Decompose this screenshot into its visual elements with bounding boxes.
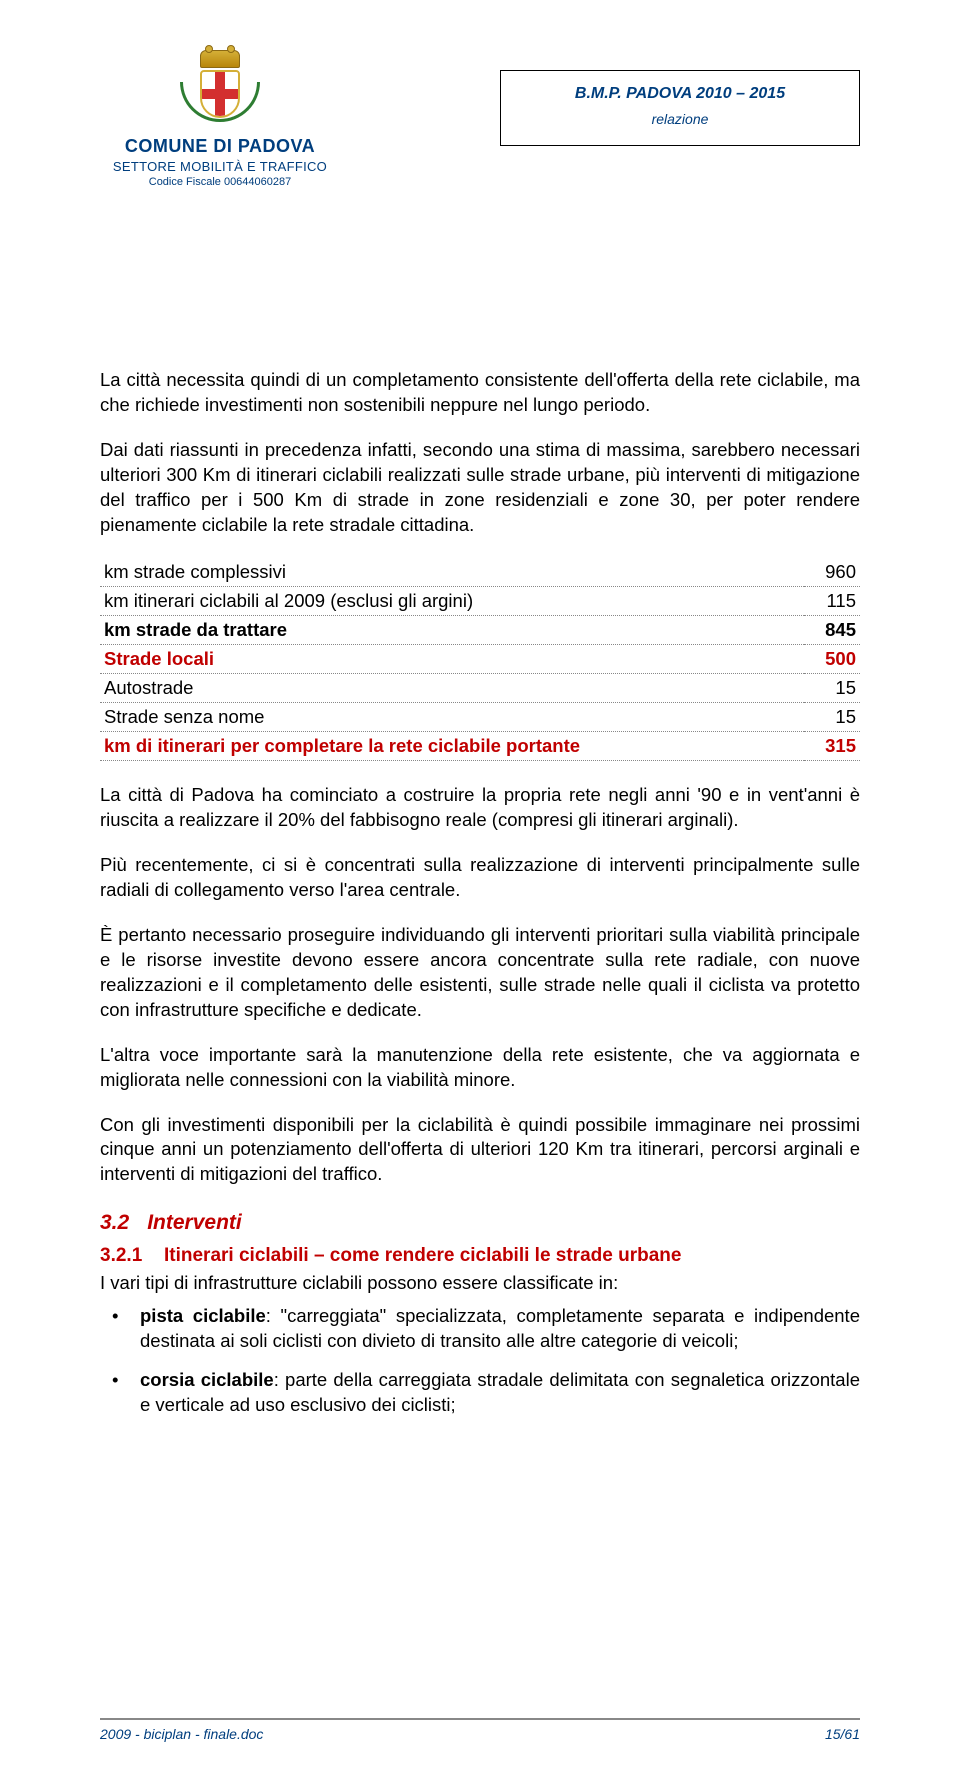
footer-page-number: 15/61	[825, 1726, 860, 1742]
org-name: COMUNE DI PADOVA	[100, 136, 340, 157]
table-cell-label: Strade senza nome	[100, 702, 804, 731]
paragraph: L'altra voce importante sarà la manutenz…	[100, 1043, 860, 1093]
table-cell-label: km di itinerari per completare la rete c…	[100, 731, 804, 760]
body-text: La città necessita quindi di un completa…	[100, 368, 860, 1418]
subsection-intro: I vari tipi di infrastrutture ciclabili …	[100, 1271, 860, 1296]
table-row: km strade da trattare845	[100, 615, 860, 644]
paragraph: È pertanto necessario proseguire individ…	[100, 923, 860, 1023]
paragraph: Con gli investimenti disponibili per la …	[100, 1113, 860, 1188]
paragraph: La città necessita quindi di un completa…	[100, 368, 860, 418]
section-title: Interventi	[147, 1211, 242, 1234]
subsection-title: Itinerari ciclabili – come rendere cicla…	[164, 1245, 681, 1266]
table-cell-label: km itinerari ciclabili al 2009 (esclusi …	[100, 586, 804, 615]
table-row: Strade senza nome15	[100, 702, 860, 731]
table-cell-label: km strade da trattare	[100, 615, 804, 644]
section-number: 3.2	[100, 1211, 129, 1234]
table-cell-value: 15	[804, 702, 861, 731]
page-header: COMUNE DI PADOVA SETTORE MOBILITÀ E TRAF…	[100, 50, 860, 188]
table-row: Strade locali500	[100, 644, 860, 673]
table-cell-value: 115	[804, 586, 861, 615]
paragraph: Dai dati riassunti in precedenza infatti…	[100, 438, 860, 538]
header-org-block: COMUNE DI PADOVA SETTORE MOBILITÀ E TRAF…	[100, 50, 340, 188]
table-row: km di itinerari per completare la rete c…	[100, 731, 860, 760]
table-row: km strade complessivi960	[100, 558, 860, 587]
paragraph: Più recentemente, ci si è concentrati su…	[100, 853, 860, 903]
table-cell-value: 315	[804, 731, 861, 760]
doc-subtitle: relazione	[531, 111, 829, 127]
bullet-list: pista ciclabile: "carreggiata" specializ…	[100, 1304, 860, 1418]
footer-doc-ref: 2009 - biciplan - finale.doc	[100, 1726, 263, 1742]
bullet-term: corsia ciclabile	[140, 1369, 274, 1390]
table-row: Autostrade15	[100, 673, 860, 702]
dept-name: SETTORE MOBILITÀ E TRAFFICO	[100, 159, 340, 174]
city-crest	[190, 50, 250, 130]
page-footer: 2009 - biciplan - finale.doc 15/61	[100, 1718, 860, 1742]
table-cell-value: 500	[804, 644, 861, 673]
table-cell-value: 845	[804, 615, 861, 644]
list-item: pista ciclabile: "carreggiata" specializ…	[100, 1304, 860, 1354]
subsection-heading: 3.2.1Itinerari ciclabili – come rendere …	[100, 1245, 860, 1267]
bullet-term: pista ciclabile	[140, 1305, 266, 1326]
section-heading: 3.2 Interventi	[100, 1211, 860, 1235]
subsection-number: 3.2.1	[100, 1245, 164, 1267]
summary-table: km strade complessivi960km itinerari cic…	[100, 558, 860, 761]
paragraph: La città di Padova ha cominciato a costr…	[100, 783, 860, 833]
table-cell-label: Strade locali	[100, 644, 804, 673]
table-cell-label: km strade complessivi	[100, 558, 804, 587]
table-cell-value: 15	[804, 673, 861, 702]
doc-title: B.M.P. PADOVA 2010 – 2015	[531, 85, 829, 103]
table-row: km itinerari ciclabili al 2009 (esclusi …	[100, 586, 860, 615]
list-item: corsia ciclabile: parte della carreggiat…	[100, 1368, 860, 1418]
table-cell-value: 960	[804, 558, 861, 587]
fiscal-code: Codice Fiscale 00644060287	[100, 176, 340, 188]
table-cell-label: Autostrade	[100, 673, 804, 702]
doc-title-box: B.M.P. PADOVA 2010 – 2015 relazione	[500, 70, 860, 146]
